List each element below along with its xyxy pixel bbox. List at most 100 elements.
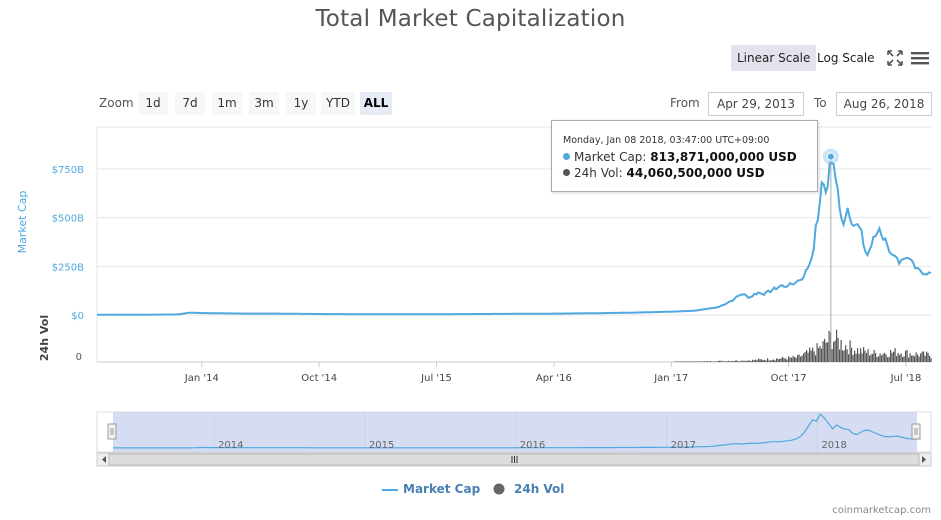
navigator-right-handle[interactable] <box>911 423 921 440</box>
vol-bar <box>743 361 745 362</box>
vol-bar <box>702 361 704 362</box>
vol-bar <box>786 359 788 362</box>
vol-bar <box>830 332 832 362</box>
vol-bar <box>855 353 857 362</box>
zoom-7d-button[interactable]: 7d <box>175 92 205 115</box>
vol-bar <box>677 361 679 362</box>
vol-bar <box>729 361 731 362</box>
vol-bar <box>896 356 898 362</box>
linear-scale-button[interactable]: Linear Scale <box>731 45 817 71</box>
vol-bar <box>824 338 826 362</box>
vol-bar <box>777 358 779 362</box>
vol-bar <box>680 361 682 362</box>
vol-bar <box>779 359 781 362</box>
scrollbar-thumb[interactable] <box>108 453 920 466</box>
vol-bar <box>927 352 929 362</box>
vol-bar <box>701 361 703 362</box>
vol-bar <box>917 354 919 362</box>
vol-bar <box>735 360 737 362</box>
vol-bar <box>845 345 847 362</box>
vol-bar <box>675 361 677 362</box>
vol-bar <box>725 361 727 362</box>
vol-bar <box>798 354 800 362</box>
navigator-left-handle[interactable] <box>107 423 117 440</box>
vol-bar <box>717 361 719 362</box>
vol-bar <box>768 360 770 362</box>
x-tick-label: Oct '14 <box>301 373 337 384</box>
tooltip-vol-label: 24h Vol: <box>574 166 623 180</box>
vol-bar <box>714 361 716 362</box>
y-tick-label: $250B <box>52 262 84 273</box>
navigator-selection[interactable] <box>113 412 917 452</box>
vol-bar <box>861 353 863 362</box>
navigator-year-label: 2016 <box>520 440 545 451</box>
zoom-1m-button[interactable]: 1m <box>212 92 242 115</box>
vol-bar <box>750 361 752 362</box>
vol-bar <box>704 361 706 362</box>
navigator-scrollbar[interactable] <box>96 452 932 467</box>
vol-bar <box>792 356 794 362</box>
vol-bar <box>747 360 749 362</box>
navigator-year-label: 2014 <box>218 440 243 451</box>
vol-bar <box>843 350 845 362</box>
legend-market-cap[interactable]: Market Cap <box>403 482 481 496</box>
vol-bar <box>882 353 884 362</box>
vol-bar <box>765 360 767 362</box>
vol-bar <box>851 347 853 362</box>
vol-bar <box>723 360 725 362</box>
vol-bar <box>833 341 835 362</box>
vol-bar <box>897 352 899 362</box>
navigator-year-label: 2017 <box>671 440 696 451</box>
vol-bar <box>873 349 875 362</box>
fullscreen-icon[interactable] <box>884 47 906 69</box>
scroll-left-icon[interactable] <box>102 456 106 463</box>
vol-bar <box>914 356 916 362</box>
y-axis-title: Market Cap <box>16 191 29 254</box>
vol-bar <box>819 346 821 362</box>
vol-bar <box>813 351 815 362</box>
vol-bar <box>875 353 877 362</box>
vol-bar <box>732 361 734 362</box>
vol-bar <box>867 349 869 362</box>
vol-bar <box>785 358 787 362</box>
to-date-input[interactable]: Aug 26, 2018 <box>836 92 932 116</box>
vol-bar <box>864 350 866 362</box>
zoom-ytd-button[interactable]: YTD <box>321 92 355 115</box>
tooltip-mc-label: Market Cap: <box>574 150 647 164</box>
navigator-line <box>113 413 918 449</box>
vol-bar <box>758 358 760 362</box>
vol-bar <box>788 356 790 362</box>
vol-bar <box>848 354 850 362</box>
from-date-input[interactable]: Apr 29, 2013 <box>708 92 804 116</box>
zoom-1y-button[interactable]: 1y <box>286 92 316 115</box>
vol-bar <box>722 361 724 362</box>
vol-bar <box>842 350 844 362</box>
log-scale-button[interactable]: Log Scale <box>817 51 875 65</box>
vol-bar <box>728 360 730 362</box>
credit-link[interactable]: coinmarketcap.com <box>832 505 931 516</box>
vol-bar <box>744 360 746 362</box>
vol-bar <box>891 352 893 362</box>
vol-bar <box>705 361 707 362</box>
vol-bar <box>840 340 842 362</box>
navigator-year-label: 2018 <box>821 440 846 451</box>
vol-bar <box>857 348 859 362</box>
chart-title: Total Market Capitalization <box>315 6 626 32</box>
legend-24h-vol[interactable]: 24h Vol <box>514 482 565 496</box>
tooltip-mc-row: Market Cap: 813,871,000,000 USD <box>563 150 797 164</box>
vol-bar <box>756 360 758 362</box>
zoom-1d-button[interactable]: 1d <box>138 92 168 115</box>
vol-bar <box>836 329 838 362</box>
vol-bar <box>812 347 814 362</box>
scroll-right-icon[interactable] <box>922 456 926 463</box>
from-label: From <box>670 96 700 110</box>
x-tick-label: Jul '18 <box>890 373 922 384</box>
vol-bar <box>809 347 811 362</box>
menu-icon[interactable] <box>909 47 931 69</box>
zoom-3m-button[interactable]: 3m <box>249 92 279 115</box>
vol-bar <box>762 360 764 362</box>
vol-bar <box>858 353 860 362</box>
vol-bar <box>738 361 740 362</box>
vol-bar <box>726 361 728 362</box>
zoom-all-button[interactable]: ALL <box>360 92 392 115</box>
